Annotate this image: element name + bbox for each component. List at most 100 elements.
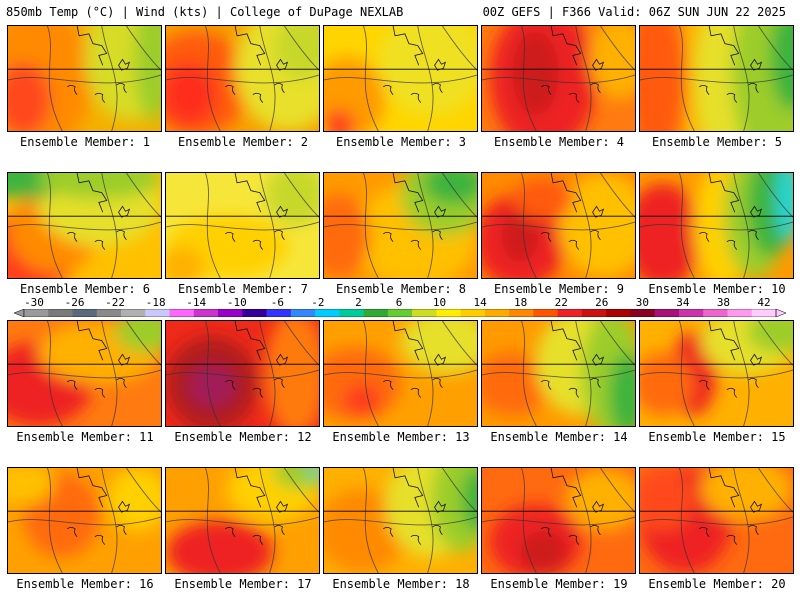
temperature-region: [589, 26, 635, 100]
colorbar-swatch: [581, 309, 607, 317]
ensemble-member-label-17: Ensemble Member: 17: [174, 577, 312, 591]
colorbar-swatch: [654, 309, 680, 317]
contour-line: [324, 516, 477, 526]
contour-line: [166, 221, 319, 231]
lake-outline: [590, 83, 601, 94]
contour-line: [733, 321, 750, 426]
ensemble-panel-11: [7, 320, 162, 427]
contour-line: [640, 221, 793, 231]
ensemble-member-label-10: Ensemble Member: 10: [648, 282, 786, 296]
lake-outline: [274, 525, 285, 536]
map-title: 850mb Temp (°C) | Wind (kts) | College o…: [6, 5, 404, 19]
colorbar-swatch: [557, 309, 583, 317]
coastline: [76, 468, 108, 508]
ensemble-member-label-19: Ensemble Member: 19: [490, 577, 628, 591]
contour-line: [363, 468, 379, 573]
contour-line: [8, 221, 161, 231]
ensemble-panel-5: [639, 25, 794, 132]
ensemble-panel-2: [165, 25, 320, 132]
temperature-region: [273, 468, 319, 489]
colorbar-tick-label: -30: [24, 296, 44, 309]
colorbar-swatch: [169, 309, 195, 317]
contour-line: [8, 74, 161, 84]
coastline: [708, 173, 740, 213]
colorbar-swatch: [460, 309, 486, 317]
lake-outline: [432, 83, 443, 94]
lake-outline: [410, 387, 422, 398]
lake-outline: [274, 83, 285, 94]
lake-outline: [726, 534, 738, 545]
lake-outline: [748, 83, 759, 94]
island-outline: [592, 58, 605, 71]
lake-outline: [698, 379, 710, 390]
temperature-region: [461, 468, 477, 531]
coastline: [550, 321, 582, 361]
lake-outline: [568, 239, 580, 250]
lake-outline: [382, 231, 394, 242]
lake-outline: [590, 525, 601, 536]
colorbar-swatch: [339, 309, 364, 317]
temperature-region: [512, 31, 559, 116]
temperature-region: [501, 209, 539, 263]
lake-outline: [66, 526, 78, 537]
lake-outline: [568, 92, 580, 103]
lake-outline: [274, 230, 285, 241]
contour-line: [8, 369, 161, 379]
ensemble-member-label-2: Ensemble Member: 2: [177, 135, 309, 149]
ensemble-member-label-11: Ensemble Member: 11: [16, 430, 154, 444]
lake-outline: [726, 387, 738, 398]
contour-line: [733, 26, 750, 131]
contour-line: [417, 26, 434, 131]
lake-outline: [540, 231, 552, 242]
coastline: [392, 26, 424, 66]
lake-outline: [432, 230, 443, 241]
temperature-region: [482, 352, 551, 416]
temperature-region: [512, 178, 574, 221]
island-outline: [276, 353, 289, 366]
ensemble-panel-9: [481, 172, 636, 279]
lake-outline: [540, 84, 552, 95]
lake-outline: [410, 239, 422, 250]
contour-line: [166, 369, 319, 379]
coastline: [708, 26, 740, 66]
temperature-region: [166, 520, 274, 573]
ensemble-member-label-1: Ensemble Member: 1: [19, 135, 151, 149]
lake-outline: [568, 387, 580, 398]
ensemble-panel-15: [639, 320, 794, 427]
colorbar-tick-label: -18: [145, 296, 166, 309]
contour-line: [521, 468, 537, 573]
colorbar-swatch: [315, 309, 340, 317]
colorbar-tick-label: 26: [595, 296, 609, 309]
lake-outline: [116, 525, 127, 536]
colorbar-swatch: [436, 309, 461, 317]
colorbar-tick-label: -2: [311, 296, 325, 309]
lake-outline: [252, 92, 264, 103]
contour-line: [101, 468, 118, 573]
contour-line: [575, 321, 592, 426]
contour-line: [640, 74, 793, 84]
ensemble-member-label-3: Ensemble Member: 3: [335, 135, 467, 149]
temperature-colorbar: [14, 309, 786, 317]
colorbar-min-arrow: [14, 309, 25, 317]
colorbar-swatch: [387, 309, 413, 317]
ensemble-member-label-8: Ensemble Member: 8: [335, 282, 467, 296]
contour-line: [482, 369, 635, 379]
contour-line: [324, 369, 477, 379]
ensemble-panel-6: [7, 172, 162, 279]
contour-line: [521, 26, 537, 131]
coastline: [234, 321, 266, 361]
colorbar-tick-label: 18: [514, 296, 528, 309]
ensemble-member-label-6: Ensemble Member: 6: [19, 282, 151, 296]
ensemble-panel-17: [165, 467, 320, 574]
colorbar-tick-label: 10: [432, 296, 447, 309]
ensemble-member-label-15: Ensemble Member: 15: [648, 430, 786, 444]
contour-line: [640, 516, 793, 526]
lake-outline: [698, 526, 710, 537]
coastline: [708, 468, 740, 508]
island-outline: [592, 205, 605, 218]
contour-line: [205, 173, 221, 278]
contour-line: [679, 173, 695, 278]
contour-line: [166, 74, 319, 84]
coastline: [392, 321, 424, 361]
ensemble-member-label-20: Ensemble Member: 20: [648, 577, 786, 591]
